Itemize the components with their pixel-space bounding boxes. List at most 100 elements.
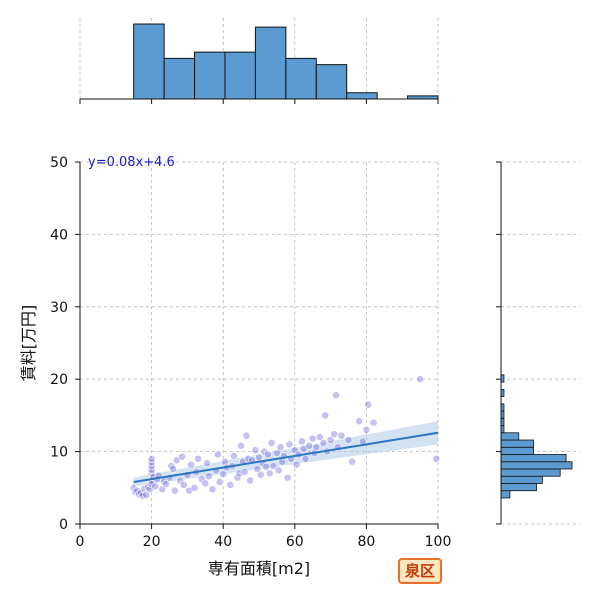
right-hist-bar (500, 490, 511, 499)
regression-equation: y=0.08x+4.6 (88, 155, 175, 170)
main-scatter-plot: 0 20 40 60 80 100 0 10 20 30 40 50 専有面積[m2] 賃料[万円] y=0… (19, 155, 451, 578)
scatter-point (246, 476, 254, 485)
scatter-point (292, 460, 301, 469)
top-hist-bar (285, 57, 317, 100)
right-histogram (496, 161, 580, 525)
top-hist-bar (133, 23, 165, 100)
area-badge: 泉区 (398, 558, 443, 584)
scatter-point (262, 462, 271, 471)
scatter-point (321, 411, 330, 420)
y-tick-label: 0 (59, 517, 68, 533)
right-hist-bar (500, 461, 573, 470)
scatter-point (269, 462, 278, 470)
scatter-point (265, 469, 274, 478)
right-hist-bar (500, 432, 520, 441)
scatter-point (330, 430, 339, 439)
scatter-point (213, 450, 222, 459)
scatter-point (355, 417, 364, 426)
scatter-point (364, 400, 373, 409)
scatter-point (369, 418, 378, 427)
scatter-point (256, 470, 265, 479)
regression-line (133, 431, 439, 483)
top-hist-bar (224, 51, 256, 100)
scatter-point (264, 450, 272, 459)
scatter-point (344, 436, 353, 444)
right-hist-bar (500, 483, 537, 492)
scatter-point (319, 439, 328, 447)
scatter-point (169, 465, 177, 473)
right-hist-bar (500, 475, 543, 484)
scatter-point (267, 439, 276, 447)
x-tick-label: 100 (425, 534, 452, 550)
x-tick-label: 0 (76, 534, 85, 550)
scatter-point (416, 375, 424, 384)
scatter-point (432, 454, 441, 463)
scatter-point (190, 483, 199, 492)
y-tick-label: 40 (50, 227, 68, 243)
scatter-point (204, 472, 213, 481)
scatter-point (237, 441, 245, 450)
scatter-point (226, 481, 235, 489)
scatter-point (230, 452, 238, 460)
scatter-point (242, 431, 251, 440)
right-hist-bar (500, 439, 534, 448)
scatter-point (285, 440, 294, 449)
scatter-point (179, 481, 188, 489)
scatter-point (215, 478, 224, 486)
scatter-point (219, 470, 228, 478)
scatter-point (172, 456, 181, 465)
scatter-point (221, 457, 229, 466)
scatter-point (312, 443, 321, 452)
scatter-point (194, 454, 203, 463)
x-tick-label: 80 (357, 534, 375, 550)
scatter-point (274, 466, 283, 475)
scatter-point (305, 441, 314, 450)
scatter-point (151, 482, 160, 491)
scatter-point (301, 454, 310, 463)
top-hist-bar (315, 64, 348, 100)
scatter-point (201, 479, 210, 488)
scatter-point (253, 465, 262, 473)
scatter-point (326, 436, 335, 444)
top-hist-bar (346, 92, 378, 100)
scatter-point (332, 391, 340, 400)
scatter-point (348, 457, 356, 466)
scatter-point (315, 433, 324, 442)
scatter-point (337, 431, 346, 440)
y-tick-label: 30 (50, 300, 68, 316)
scatter-point (362, 425, 371, 434)
right-hist-bar (500, 454, 567, 463)
scatter-point (142, 491, 151, 499)
scatter-point (283, 473, 292, 482)
y-tick-label: 20 (50, 372, 68, 388)
top-hist-bar (163, 57, 196, 100)
right-hist-bar (500, 468, 561, 477)
scatter-point (272, 449, 281, 457)
scatter-point (233, 473, 242, 482)
scatter-point (147, 454, 156, 463)
right-hist-bar (500, 446, 534, 455)
scatter-point (203, 459, 211, 468)
scatter-point (240, 467, 249, 476)
scatter-point (276, 443, 285, 452)
y-tick-label: 50 (50, 155, 68, 171)
scatter-point (170, 486, 179, 495)
scatter-point (208, 485, 217, 494)
x-tick-label: 40 (214, 534, 232, 550)
scatter-point (251, 446, 260, 455)
x-tick-label: 60 (286, 534, 304, 550)
scatter-point (187, 460, 195, 469)
y-tick-label: 10 (50, 445, 68, 461)
scatter-point (298, 437, 306, 446)
scatter-point (162, 480, 170, 489)
top-hist-bar (194, 51, 226, 100)
scatter-point (178, 452, 186, 461)
x-tick-label: 20 (143, 534, 161, 550)
top-histogram (79, 18, 439, 104)
top-hist-bar (254, 26, 287, 100)
scatter-point (308, 434, 317, 443)
y-axis-title: 賃料[万円] (19, 305, 38, 382)
x-axis-title: 専有面積[m2] (208, 559, 310, 578)
